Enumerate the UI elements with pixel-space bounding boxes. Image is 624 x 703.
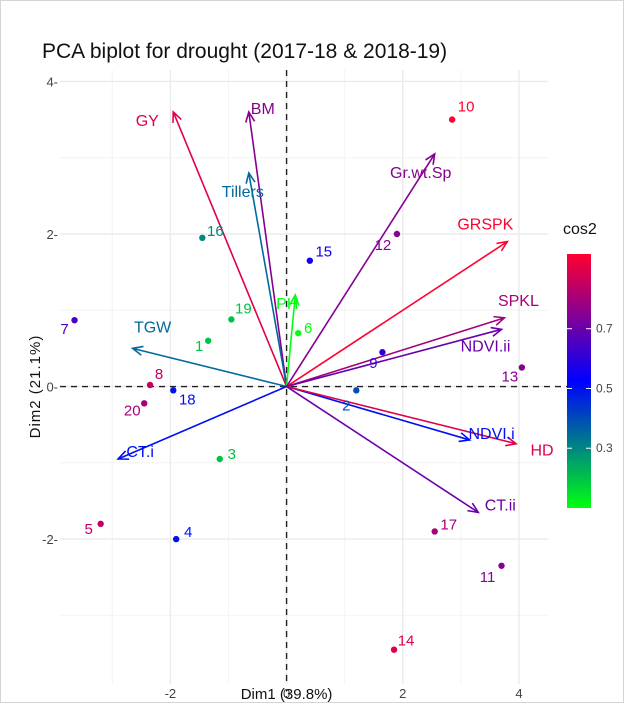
variable-label: NDVI.ii: [461, 338, 511, 355]
point-20: [141, 400, 148, 407]
variable-arrow: [248, 172, 288, 387]
point-label: 12: [375, 237, 392, 254]
variable-arrow: [286, 385, 479, 514]
variable-arrow: [286, 317, 505, 388]
y-tick-label: -2-: [42, 532, 58, 547]
point-label: 14: [398, 633, 415, 650]
variable-label: Tillers: [222, 184, 264, 201]
variable-label: PH: [276, 296, 298, 313]
variable-label: GY: [136, 113, 159, 130]
legend: cos2 0.3 0.5 0.7: [563, 221, 613, 508]
variable-arrow: [286, 328, 502, 388]
variable-arrowhead: [490, 326, 504, 337]
point-19: [228, 316, 235, 323]
variable-arrowhead: [116, 450, 130, 460]
point-label: 18: [179, 391, 196, 408]
y-tick-label: 0-: [46, 380, 58, 395]
point-label: 8: [155, 366, 163, 383]
y-tick-label: 2-: [46, 227, 58, 242]
variable-label: CT.i: [126, 444, 154, 461]
variable-arrow: [286, 385, 470, 441]
variable-label: NDVI.i: [468, 426, 514, 443]
variable-label: TGW: [134, 319, 172, 336]
chart-title: PCA biplot for drought (2017-18 & 2018-1…: [42, 40, 447, 63]
point-1: [204, 337, 212, 344]
point-7: [71, 316, 78, 324]
point-label: 3: [228, 446, 236, 463]
point-label: 20: [124, 402, 141, 419]
point-label: 5: [84, 521, 92, 538]
variable-arrow: [248, 111, 288, 387]
variable-arrowhead: [493, 315, 507, 326]
variable-arrow: [286, 385, 517, 445]
point-15: [306, 257, 314, 264]
variable-label: CT.ii: [485, 497, 516, 514]
x-tick-label: 2: [399, 686, 406, 701]
point-label: 10: [458, 99, 475, 116]
variable-label: BM: [251, 101, 275, 118]
panel-background: [60, 70, 548, 684]
variable-arrowhead: [505, 436, 518, 447]
point-3: [216, 455, 223, 463]
variable-arrow: [285, 294, 297, 387]
variable-label: GRSPK: [457, 217, 513, 234]
point-10: [448, 116, 456, 123]
variable-arrow: [285, 153, 436, 387]
variable-arrowhead: [425, 152, 436, 165]
legend-tick-label: 0.5: [596, 381, 613, 395]
point-label: 17: [440, 516, 457, 533]
variable-arrow: [117, 385, 287, 460]
point-label: 2: [342, 397, 350, 414]
point-label: 15: [315, 244, 332, 261]
legend-colorbar: [567, 254, 591, 508]
variable-label: SPKL: [498, 293, 539, 310]
x-axis-title: Dim1 (39.8%): [241, 686, 333, 703]
variable-label: HD: [530, 443, 553, 460]
point-9: [379, 349, 386, 356]
y-tick-label: 4-: [46, 74, 58, 89]
y-axis-title: Dim2 (21.1%): [27, 335, 44, 439]
point-12: [393, 230, 401, 238]
point-13: [518, 364, 526, 371]
variable-arrowhead: [172, 110, 182, 123]
x-tick-label: 0: [283, 686, 290, 701]
variable-arrow: [172, 111, 288, 387]
variable-label: Gr.wt.Sp: [390, 165, 451, 182]
legend-title: cos2: [563, 221, 597, 238]
point-14: [390, 646, 398, 653]
x-tick-label: -2: [165, 686, 177, 701]
point-4: [172, 535, 180, 543]
point-label: 11: [480, 569, 496, 586]
point-label: 6: [304, 320, 312, 337]
variable-arrowhead: [244, 110, 256, 123]
point-11: [498, 562, 505, 569]
point-17: [431, 528, 438, 535]
point-8: [146, 381, 154, 389]
point-label: 4: [184, 524, 192, 541]
variable-arrowhead: [458, 432, 472, 443]
variable-arrowhead: [496, 240, 509, 252]
legend-tick-label: 0.3: [596, 441, 613, 455]
variable-arrowhead: [289, 293, 300, 306]
point-label: 1: [195, 338, 203, 355]
point-2: [353, 387, 360, 394]
point-16: [199, 234, 206, 242]
legend-tick-label: 0.7: [596, 322, 613, 336]
point-label: 9: [369, 355, 377, 372]
variable-arrowhead: [130, 345, 144, 356]
point-label: 19: [235, 300, 252, 317]
variable-arrowhead: [245, 171, 256, 184]
x-tick-label: 4: [515, 686, 522, 701]
variable-arrow: [286, 240, 508, 388]
point-5: [97, 520, 104, 528]
point-label: 13: [502, 368, 519, 385]
variable-arrowhead: [467, 502, 480, 514]
plot-panel: -2 0 2 4 -2- 0- 2- 4- Dim1 (39.8%) Dim2 (21.1%) GY…: [27, 70, 578, 703]
point-label: 16: [207, 223, 224, 240]
point-6: [294, 329, 302, 337]
variable-arrow: [132, 347, 287, 388]
point-18: [170, 387, 177, 394]
point-label: 7: [60, 321, 68, 338]
